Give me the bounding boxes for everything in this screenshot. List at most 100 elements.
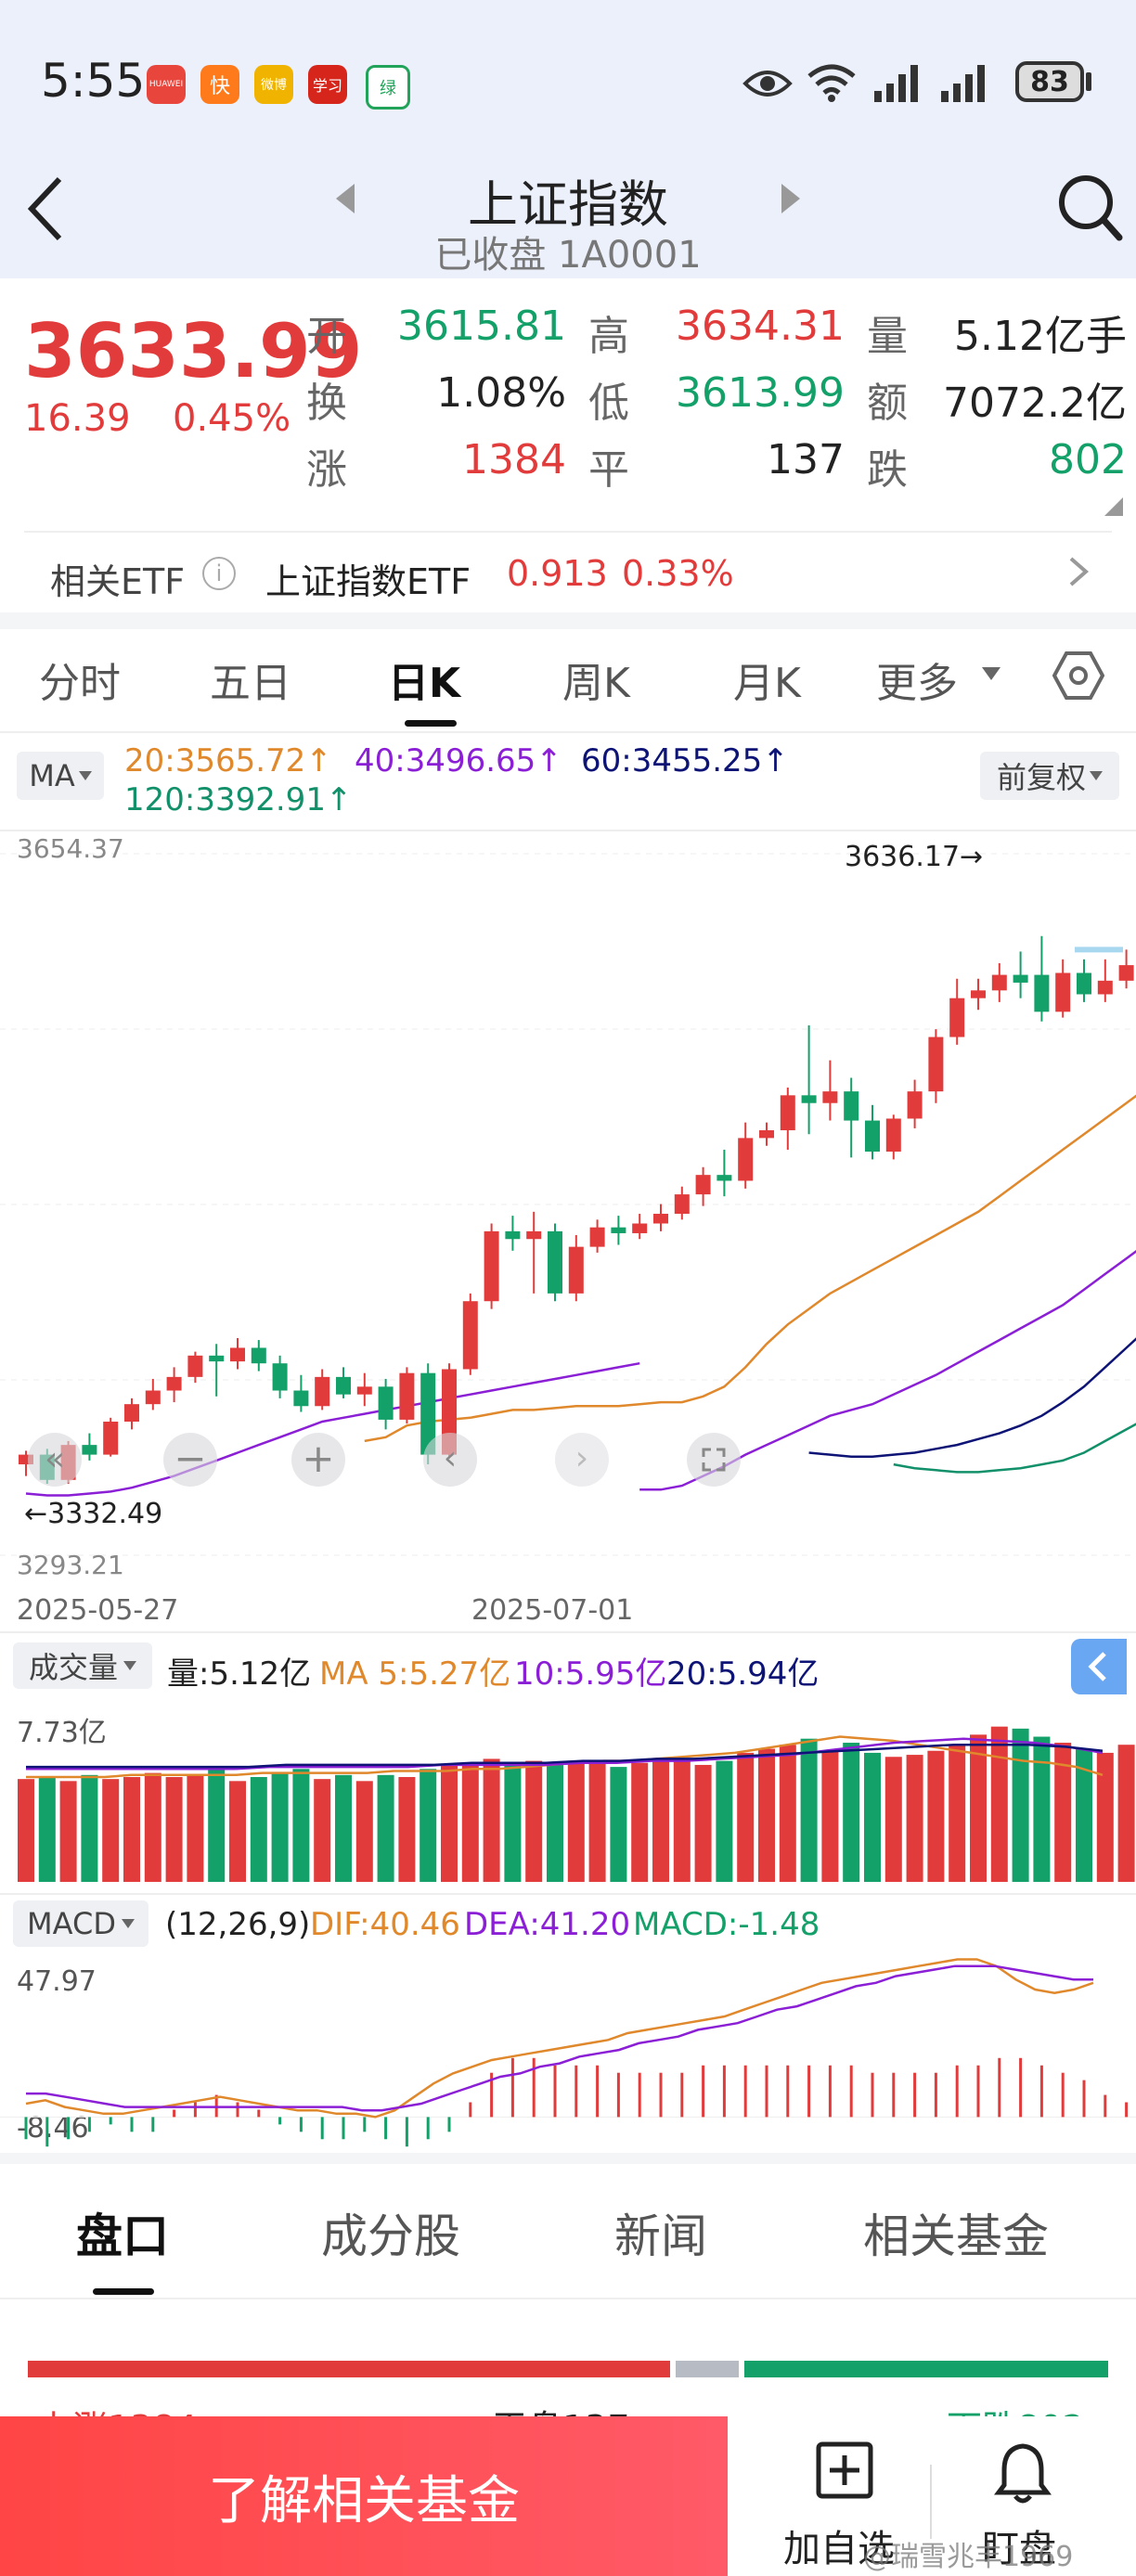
zoom-out-button[interactable]: − (163, 1433, 217, 1487)
candle-body (209, 1355, 225, 1362)
tab-monthly-k[interactable]: 月K (733, 660, 801, 707)
volume-bar (398, 1776, 416, 1882)
add-square-icon (816, 2441, 873, 2499)
battery-tip (1086, 72, 1091, 91)
breadth-down-segment (744, 2361, 1108, 2377)
candle-body (907, 1091, 923, 1119)
open-value: 3615.81 (397, 303, 566, 350)
volume-bar (864, 1752, 881, 1882)
tab-more[interactable]: 更多 (876, 660, 958, 707)
candle-body (548, 1230, 562, 1294)
macd-selector[interactable]: MACD (13, 1900, 148, 1947)
candle-body (949, 998, 965, 1037)
volume-bar (314, 1779, 331, 1882)
down-count-label: 跌 (867, 446, 908, 494)
tab-intraday[interactable]: 分时 (39, 660, 121, 707)
info-icon[interactable]: i (202, 557, 236, 590)
volume-chart[interactable] (0, 1698, 1136, 1884)
tab-daily-k[interactable]: 日K (388, 660, 461, 707)
kline-chart[interactable] (0, 831, 1136, 1592)
candle-body (653, 1214, 668, 1224)
back-icon[interactable] (22, 172, 69, 250)
volume-bar (102, 1779, 120, 1882)
zoom-in-button[interactable]: + (291, 1433, 345, 1487)
scroll-left-fast-button[interactable]: « (28, 1433, 82, 1487)
candle-body (822, 1091, 838, 1103)
candle-body (336, 1376, 351, 1395)
volume-bar (673, 1758, 691, 1882)
price-change: 16.39 (24, 397, 131, 440)
expand-corner-icon[interactable] (1104, 497, 1123, 520)
candle-body (1118, 965, 1134, 981)
more-dropdown-icon[interactable] (982, 666, 1000, 684)
candle-body (589, 1227, 605, 1247)
volume-bar (949, 1745, 966, 1882)
volume-bar (1054, 1743, 1072, 1882)
bottom-tabs-divider (0, 2298, 1136, 2299)
candle-body (230, 1347, 245, 1362)
volume-bar (588, 1762, 606, 1882)
candle-body (505, 1230, 521, 1240)
candle-body (378, 1386, 394, 1420)
ma-dropdown-icon (78, 771, 92, 780)
ma-selector[interactable]: MA (17, 752, 104, 800)
bell-icon (994, 2443, 1052, 2504)
prev-index-icon[interactable] (334, 182, 356, 219)
scroll-right-button[interactable]: › (555, 1433, 609, 1487)
volume-value: 5.12亿手 (954, 313, 1127, 360)
volume-ymax: 7.73亿 (17, 1717, 107, 1749)
ma60-line (808, 1337, 1136, 1458)
volume-bar (694, 1764, 712, 1882)
macd-dropdown-icon (121, 1919, 135, 1928)
candle-body (315, 1376, 330, 1407)
volume-bar (821, 1750, 839, 1882)
search-icon[interactable] (1056, 171, 1123, 249)
volume-bar (758, 1748, 775, 1882)
volume-bar (1076, 1748, 1092, 1882)
macd-divider (0, 1893, 1136, 1895)
candle-body (526, 1230, 542, 1240)
add-watchlist-button[interactable]: 加自选 (770, 2441, 919, 2570)
price-adjust-selector[interactable]: 前复权 (980, 752, 1119, 800)
etf-pct: 0.33% (622, 553, 734, 594)
price-adjust-label: 前复权 (996, 760, 1086, 795)
tab-related-funds[interactable]: 相关基金 (863, 2209, 1049, 2263)
volume-bar (292, 1769, 310, 1882)
header-bar (0, 139, 1136, 278)
macd-chart[interactable] (0, 1949, 1136, 2153)
volume-bar (504, 1762, 522, 1882)
scroll-left-button[interactable]: ‹ (423, 1433, 477, 1487)
tab-constituents[interactable]: 成分股 (321, 2209, 460, 2263)
candle-body (759, 1130, 774, 1139)
candle-body (124, 1404, 139, 1423)
tab-five-day[interactable]: 五日 (210, 660, 291, 707)
collapse-panel-button[interactable] (1071, 1639, 1127, 1694)
volume-bar (144, 1772, 161, 1882)
candle-body (1034, 974, 1050, 1012)
fullscreen-button[interactable] (687, 1433, 741, 1487)
volume-ma-line (26, 1737, 1104, 1771)
volume-bar (547, 1764, 563, 1882)
price-change-pct: 0.45% (173, 397, 291, 440)
volume-bar (906, 1755, 923, 1882)
amount-value: 7072.2亿 (943, 380, 1127, 427)
candle-body (166, 1376, 182, 1391)
candle-body (1097, 980, 1113, 995)
chevron-right-icon[interactable] (1067, 555, 1090, 592)
tab-weekly-k[interactable]: 周K (562, 660, 630, 707)
next-index-icon[interactable] (780, 182, 802, 219)
learn-funds-button[interactable]: 了解相关基金 (0, 2416, 728, 2576)
tab-orderbook[interactable]: 盘口 (76, 2209, 169, 2263)
watch-market-button[interactable]: 盯盘 (956, 2441, 1104, 2570)
flat-count-value: 137 (767, 436, 845, 483)
volume-bar (927, 1750, 945, 1882)
volume-selector[interactable]: 成交量 (13, 1642, 152, 1689)
tab-news[interactable]: 新闻 (614, 2209, 707, 2263)
settings-hexagon-icon[interactable] (1052, 650, 1105, 705)
breadth-flat-segment (676, 2361, 739, 2377)
bottom-tab-indicator (93, 2288, 154, 2295)
volume-bar (123, 1776, 140, 1882)
volume-bar (737, 1752, 755, 1882)
tab-active-indicator (405, 720, 457, 727)
ma60-label: 60:3455.25↑ (581, 742, 789, 779)
